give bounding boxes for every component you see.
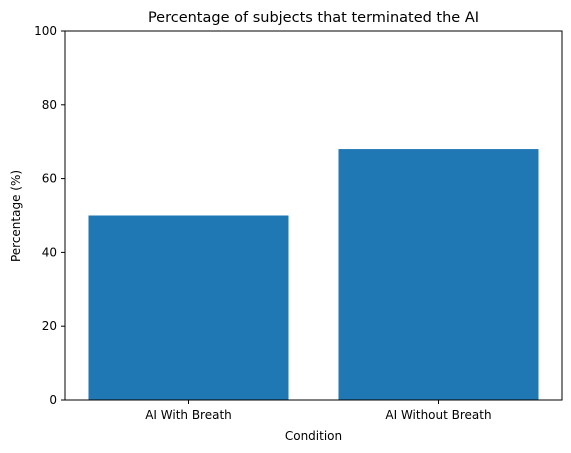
x-axis-label: Condition (285, 429, 342, 443)
plot-frame (64, 30, 563, 401)
bar-ai-with-breath (88, 215, 289, 400)
y-tick-label: 60 (42, 172, 57, 186)
bars-group (88, 149, 539, 400)
x-tick-label: AI Without Breath (385, 408, 491, 422)
y-tick-label: 40 (42, 245, 57, 259)
y-tick-label: 0 (49, 393, 57, 407)
chart-title: Percentage of subjects that terminated t… (148, 10, 479, 26)
y-tick-label: 20 (42, 319, 57, 333)
y-axis-label: Percentage (%) (9, 170, 23, 262)
x-axis: AI With Breath AI Without Breath (145, 400, 492, 422)
y-tick-label: 80 (42, 98, 57, 112)
y-axis: 0 20 40 60 80 100 (34, 24, 65, 407)
x-tick-label: AI With Breath (145, 408, 232, 422)
bar-ai-without-breath (338, 149, 539, 400)
y-tick-label: 100 (34, 24, 57, 38)
